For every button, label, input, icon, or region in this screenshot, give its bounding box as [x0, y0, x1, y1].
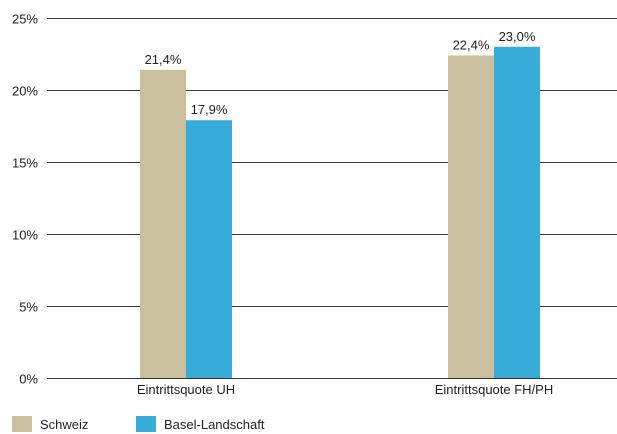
bar-1-0 [186, 120, 232, 379]
y-tick-label: 10% [12, 228, 38, 243]
data-label: 17,9% [191, 102, 228, 117]
bars [140, 46, 540, 379]
y-tick-label: 0% [19, 372, 38, 387]
x-axis-category-labels: Eintrittsquote UH Eintrittsquote FH/PH [137, 382, 553, 397]
y-axis-tick-labels: 0% 5% 10% 15% 20% 25% [12, 12, 38, 387]
legend: Schweiz Basel-Landschaft [12, 416, 265, 432]
y-tick-label: 20% [12, 84, 38, 99]
y-tick-label: 15% [12, 156, 38, 171]
legend-swatch-1 [136, 416, 156, 432]
data-labels: 21,4% 17,9% 22,4% 23,0% [145, 29, 536, 117]
legend-label: Basel-Landschaft [164, 417, 265, 432]
x-category-label: Eintrittsquote FH/PH [435, 382, 554, 397]
data-label: 22,4% [453, 37, 490, 52]
bar-0-0 [140, 69, 186, 378]
x-category-label: Eintrittsquote UH [137, 382, 235, 397]
y-tick-label: 25% [12, 12, 38, 27]
legend-swatch-0 [12, 416, 32, 432]
y-tick-label: 5% [19, 300, 38, 315]
bar-1-1 [494, 46, 540, 379]
bar-0-1 [448, 55, 494, 378]
data-label: 23,0% [499, 29, 536, 44]
data-label: 21,4% [145, 52, 182, 67]
legend-label: Schweiz [40, 417, 88, 432]
